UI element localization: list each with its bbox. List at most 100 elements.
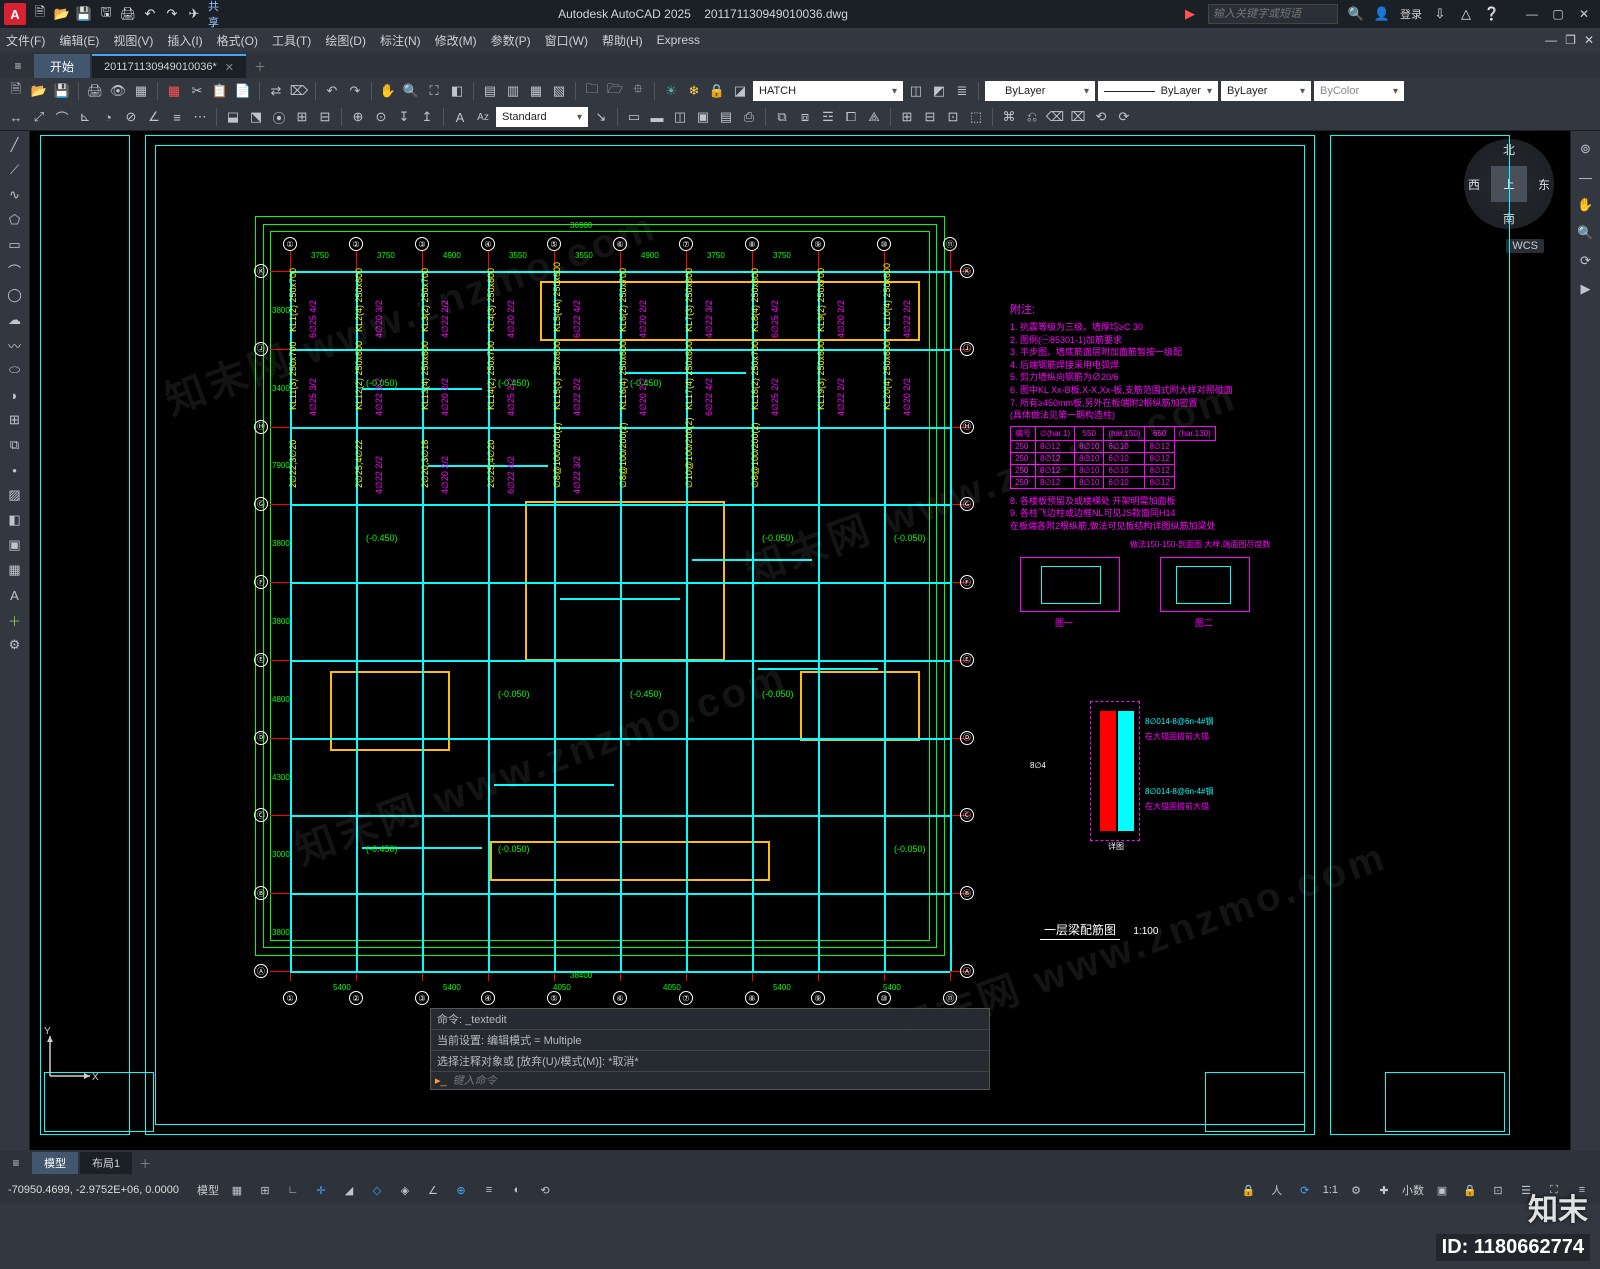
redo-icon[interactable]: ↷ <box>164 6 180 22</box>
line-icon[interactable]: ╱ <box>5 135 25 155</box>
dim-continue-icon[interactable]: ⋯ <box>190 107 210 127</box>
make-block-icon[interactable]: ⧉ <box>5 435 25 455</box>
start-tab[interactable]: 开始 <box>34 54 90 78</box>
menu-item[interactable]: 绘图(D) <box>325 32 366 49</box>
tool-icon[interactable]: ▦ <box>164 81 184 101</box>
tool-icon[interactable]: 🗁 <box>605 81 625 101</box>
drawing-canvas[interactable]: 北 南 西 东 上 WCS <box>30 131 1570 1150</box>
layer-freeze-icon[interactable]: ❄ <box>684 81 704 101</box>
linetype-combo[interactable]: ByLayer▾ <box>1098 81 1218 101</box>
layer-lock-icon[interactable]: 🔒 <box>707 81 727 101</box>
tool-icon[interactable]: ⊟ <box>920 107 940 127</box>
tool-icon[interactable]: 🖨 <box>85 81 105 101</box>
quick-props-icon[interactable]: ▣ <box>1432 1180 1452 1200</box>
gear-icon[interactable]: ⚙ <box>5 635 25 655</box>
status-icon[interactable]: ⟳ <box>1295 1180 1315 1200</box>
pan-icon[interactable]: ✋ <box>378 81 398 101</box>
tab-layout[interactable]: 布局1 <box>80 1152 132 1174</box>
hatch-icon[interactable]: ▨ <box>5 485 25 505</box>
tool-icon[interactable]: ▭ <box>624 107 644 127</box>
apps-icon[interactable]: △ <box>1458 6 1474 22</box>
tab-close-icon[interactable]: ✕ <box>225 61 234 74</box>
tool-icon[interactable]: ↧ <box>394 107 414 127</box>
cart-icon[interactable]: ⇩ <box>1432 6 1448 22</box>
tool-icon[interactable]: 👁 <box>108 81 128 101</box>
menu-item[interactable]: 参数(P) <box>491 32 531 49</box>
3dosnap-icon[interactable]: ◈ <box>395 1180 415 1200</box>
tool-icon[interactable]: ⊞ <box>292 107 312 127</box>
menu-item[interactable]: Express <box>657 33 700 47</box>
tool-icon[interactable]: ⇄ <box>266 81 286 101</box>
send-icon[interactable]: ✈ <box>186 6 202 22</box>
dim-radius-icon[interactable]: ◔ <box>98 107 118 127</box>
menu-item[interactable]: 工具(T) <box>272 32 311 49</box>
plot-icon[interactable]: 🖨 <box>120 6 136 22</box>
tool-icon[interactable]: ⌦ <box>289 81 309 101</box>
help-search-input[interactable] <box>1208 4 1338 24</box>
layer-state-icon[interactable]: ☀ <box>661 81 681 101</box>
nav-wheel-icon[interactable]: ⊚ <box>1576 139 1596 159</box>
pan-icon[interactable]: ✋ <box>1576 195 1596 215</box>
close-button[interactable]: ✕ <box>1572 4 1596 24</box>
share-button[interactable]: 共享 <box>208 6 224 22</box>
dim-diameter-icon[interactable]: ⊘ <box>121 107 141 127</box>
units-label[interactable]: 小数 <box>1402 1182 1424 1198</box>
tool-icon[interactable]: ⟲ <box>1091 107 1111 127</box>
transparency-icon[interactable]: ◐ <box>507 1180 527 1200</box>
search-icon[interactable]: 🔍 <box>1348 6 1364 22</box>
ortho-toggle-icon[interactable]: ∟ <box>283 1180 303 1200</box>
menu-item[interactable]: 窗口(W) <box>545 32 588 49</box>
tool-icon[interactable]: ▤ <box>480 81 500 101</box>
layout-menu-icon[interactable]: ≡ <box>6 1151 26 1175</box>
help-icon[interactable]: ❔ <box>1484 6 1500 22</box>
polyline-icon[interactable]: ∿ <box>5 185 25 205</box>
insert-block-icon[interactable]: ⊞ <box>5 410 25 430</box>
tolerance-icon[interactable]: ⊕ <box>348 107 368 127</box>
open-icon[interactable]: 📂 <box>54 6 70 22</box>
tool-icon[interactable]: ⦿ <box>269 107 289 127</box>
tool-icon[interactable]: ⯐ <box>628 81 648 101</box>
snap-toggle-icon[interactable]: ⊞ <box>255 1180 275 1200</box>
dim-baseline-icon[interactable]: ≡ <box>167 107 187 127</box>
menu-item[interactable]: 格式(O) <box>217 32 258 49</box>
new-icon[interactable]: 🗎 <box>32 6 48 22</box>
revcloud-icon[interactable]: ☁ <box>5 310 25 330</box>
tool-icon[interactable]: ⬔ <box>246 107 266 127</box>
tool-icon[interactable]: ⬓ <box>223 107 243 127</box>
lock-ui-icon[interactable]: 🔒 <box>1460 1180 1480 1200</box>
tool-icon[interactable]: ⟳ <box>1114 107 1134 127</box>
region-icon[interactable]: ▣ <box>5 535 25 555</box>
dyn-input-icon[interactable]: ⊕ <box>451 1180 471 1200</box>
tool-icon[interactable]: ⊞ <box>897 107 917 127</box>
doc-restore-icon[interactable]: ❐ <box>1565 33 1576 47</box>
tool-icon[interactable]: ▬ <box>647 107 667 127</box>
dim-arc-icon[interactable]: ⌒ <box>52 107 72 127</box>
app-menu-icon[interactable]: ≡ <box>6 54 30 78</box>
doc-close-icon[interactable]: ✕ <box>1584 33 1594 47</box>
tab-model[interactable]: 模型 <box>32 1152 78 1174</box>
tool-icon[interactable]: ◫ <box>906 81 926 101</box>
hardware-accel-icon[interactable]: ⊡ <box>1488 1180 1508 1200</box>
zoom-extents-icon[interactable]: 🔍 <box>1576 223 1596 243</box>
textstyle-combo[interactable]: Standard▾ <box>496 107 588 127</box>
tool-icon[interactable]: 📂 <box>29 81 49 101</box>
tool-icon[interactable]: ✂ <box>187 81 207 101</box>
menu-item[interactable]: 修改(M) <box>435 32 477 49</box>
tool-icon[interactable]: ↥ <box>417 107 437 127</box>
dim-linear-icon[interactable]: ↔ <box>6 107 26 127</box>
tool-icon[interactable]: ⎌ <box>1022 107 1042 127</box>
tool-icon[interactable]: ◫ <box>670 107 690 127</box>
gradient-icon[interactable]: ◧ <box>5 510 25 530</box>
ellipse-icon[interactable]: ⬭ <box>5 360 25 380</box>
dim-angular-icon[interactable]: ∠ <box>144 107 164 127</box>
orbit-icon[interactable]: ⟳ <box>1576 251 1596 271</box>
menu-item[interactable]: 编辑(E) <box>59 32 99 49</box>
center-mark-icon[interactable]: ⊙ <box>371 107 391 127</box>
document-tab[interactable]: 201171130949010036* ✕ <box>92 54 246 78</box>
selection-cycling-icon[interactable]: ⟲ <box>535 1180 555 1200</box>
tool-icon[interactable]: 🗀 <box>582 81 602 101</box>
layer-color-icon[interactable]: ◪ <box>730 81 750 101</box>
save-icon[interactable]: 💾 <box>76 6 92 22</box>
tool-icon[interactable]: ▦ <box>526 81 546 101</box>
workspace-switch-icon[interactable]: ⚙ <box>1346 1180 1366 1200</box>
